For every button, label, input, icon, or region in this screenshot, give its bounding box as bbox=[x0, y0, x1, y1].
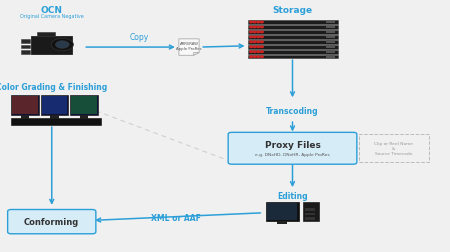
Text: Storage: Storage bbox=[272, 6, 313, 15]
Circle shape bbox=[250, 52, 252, 53]
Circle shape bbox=[261, 37, 263, 39]
FancyBboxPatch shape bbox=[359, 135, 428, 163]
Circle shape bbox=[257, 47, 260, 48]
FancyBboxPatch shape bbox=[80, 116, 88, 120]
Circle shape bbox=[257, 37, 260, 39]
Text: ARRI/RAW
Apple ProRes: ARRI/RAW Apple ProRes bbox=[176, 42, 202, 51]
FancyBboxPatch shape bbox=[11, 96, 39, 116]
FancyBboxPatch shape bbox=[277, 222, 287, 224]
Text: Metadata: Metadata bbox=[362, 140, 383, 144]
Circle shape bbox=[261, 57, 263, 58]
Circle shape bbox=[51, 39, 73, 52]
Circle shape bbox=[253, 47, 256, 48]
FancyBboxPatch shape bbox=[248, 36, 338, 40]
FancyBboxPatch shape bbox=[305, 213, 315, 216]
FancyBboxPatch shape bbox=[267, 203, 297, 220]
FancyBboxPatch shape bbox=[248, 31, 338, 35]
FancyBboxPatch shape bbox=[305, 217, 315, 220]
FancyBboxPatch shape bbox=[21, 116, 29, 120]
FancyBboxPatch shape bbox=[266, 202, 299, 222]
FancyBboxPatch shape bbox=[305, 209, 315, 211]
FancyBboxPatch shape bbox=[248, 21, 338, 25]
FancyBboxPatch shape bbox=[303, 202, 319, 222]
FancyBboxPatch shape bbox=[42, 97, 67, 115]
Polygon shape bbox=[193, 53, 199, 56]
FancyBboxPatch shape bbox=[248, 50, 338, 54]
Circle shape bbox=[55, 41, 69, 49]
Circle shape bbox=[250, 27, 252, 29]
Text: Copy: Copy bbox=[130, 33, 149, 42]
Circle shape bbox=[257, 22, 260, 24]
Text: Clip or Reel Name
&
Source Timecode: Clip or Reel Name & Source Timecode bbox=[374, 142, 413, 156]
Circle shape bbox=[250, 37, 252, 39]
Text: Original Camera Negative: Original Camera Negative bbox=[20, 14, 84, 19]
FancyBboxPatch shape bbox=[50, 116, 58, 120]
FancyBboxPatch shape bbox=[326, 26, 335, 29]
FancyBboxPatch shape bbox=[70, 96, 98, 116]
Circle shape bbox=[250, 42, 252, 43]
FancyBboxPatch shape bbox=[8, 210, 96, 234]
Text: Conforming: Conforming bbox=[24, 217, 79, 226]
FancyBboxPatch shape bbox=[71, 97, 97, 115]
FancyBboxPatch shape bbox=[248, 46, 338, 49]
FancyBboxPatch shape bbox=[326, 36, 335, 39]
Circle shape bbox=[261, 32, 263, 34]
FancyBboxPatch shape bbox=[326, 41, 335, 44]
Text: Proxy Files: Proxy Files bbox=[265, 140, 320, 149]
Circle shape bbox=[257, 57, 260, 58]
Text: Editing: Editing bbox=[277, 191, 308, 200]
FancyBboxPatch shape bbox=[21, 51, 30, 54]
Polygon shape bbox=[179, 40, 199, 56]
Text: OCN: OCN bbox=[41, 6, 63, 15]
FancyBboxPatch shape bbox=[326, 51, 335, 54]
Circle shape bbox=[261, 22, 263, 24]
FancyBboxPatch shape bbox=[326, 32, 335, 34]
Circle shape bbox=[261, 47, 263, 48]
Circle shape bbox=[253, 37, 256, 39]
Circle shape bbox=[250, 22, 252, 24]
Circle shape bbox=[253, 27, 256, 29]
Circle shape bbox=[250, 32, 252, 34]
FancyBboxPatch shape bbox=[326, 46, 335, 49]
Circle shape bbox=[253, 32, 256, 34]
FancyBboxPatch shape bbox=[32, 37, 72, 54]
FancyBboxPatch shape bbox=[248, 26, 338, 30]
Circle shape bbox=[250, 47, 252, 48]
FancyBboxPatch shape bbox=[11, 119, 101, 125]
Circle shape bbox=[257, 42, 260, 43]
FancyBboxPatch shape bbox=[21, 45, 30, 49]
Circle shape bbox=[253, 42, 256, 43]
Text: XML or AAF: XML or AAF bbox=[151, 213, 200, 222]
FancyBboxPatch shape bbox=[248, 55, 338, 59]
Circle shape bbox=[257, 32, 260, 34]
FancyBboxPatch shape bbox=[41, 96, 68, 116]
Circle shape bbox=[261, 52, 263, 53]
Circle shape bbox=[261, 27, 263, 29]
Circle shape bbox=[261, 42, 263, 43]
Circle shape bbox=[253, 52, 256, 53]
Circle shape bbox=[257, 27, 260, 29]
Circle shape bbox=[253, 22, 256, 24]
FancyBboxPatch shape bbox=[12, 97, 38, 115]
FancyBboxPatch shape bbox=[37, 33, 55, 37]
FancyBboxPatch shape bbox=[326, 22, 335, 24]
Circle shape bbox=[257, 52, 260, 53]
FancyBboxPatch shape bbox=[326, 56, 335, 58]
Text: Color Grading & Finishing: Color Grading & Finishing bbox=[0, 83, 108, 92]
Text: Transcoding: Transcoding bbox=[266, 106, 319, 115]
FancyBboxPatch shape bbox=[21, 40, 30, 44]
FancyBboxPatch shape bbox=[248, 41, 338, 44]
FancyBboxPatch shape bbox=[228, 133, 357, 165]
Circle shape bbox=[253, 57, 256, 58]
Circle shape bbox=[250, 57, 252, 58]
Text: e.g. DNxHD, DNxHR, Apple ProRes: e.g. DNxHD, DNxHR, Apple ProRes bbox=[255, 152, 330, 156]
